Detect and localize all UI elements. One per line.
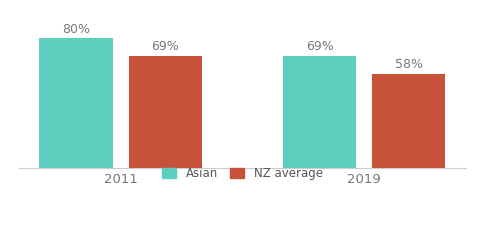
Bar: [39, 38, 112, 168]
Text: 69%: 69%: [151, 41, 179, 54]
Bar: [283, 56, 356, 168]
Legend: Asian, NZ average: Asian, NZ average: [162, 167, 323, 180]
Text: 80%: 80%: [62, 23, 90, 36]
Text: 58%: 58%: [395, 58, 423, 71]
Bar: [372, 74, 445, 168]
Text: 69%: 69%: [306, 41, 334, 54]
Bar: [129, 56, 202, 168]
